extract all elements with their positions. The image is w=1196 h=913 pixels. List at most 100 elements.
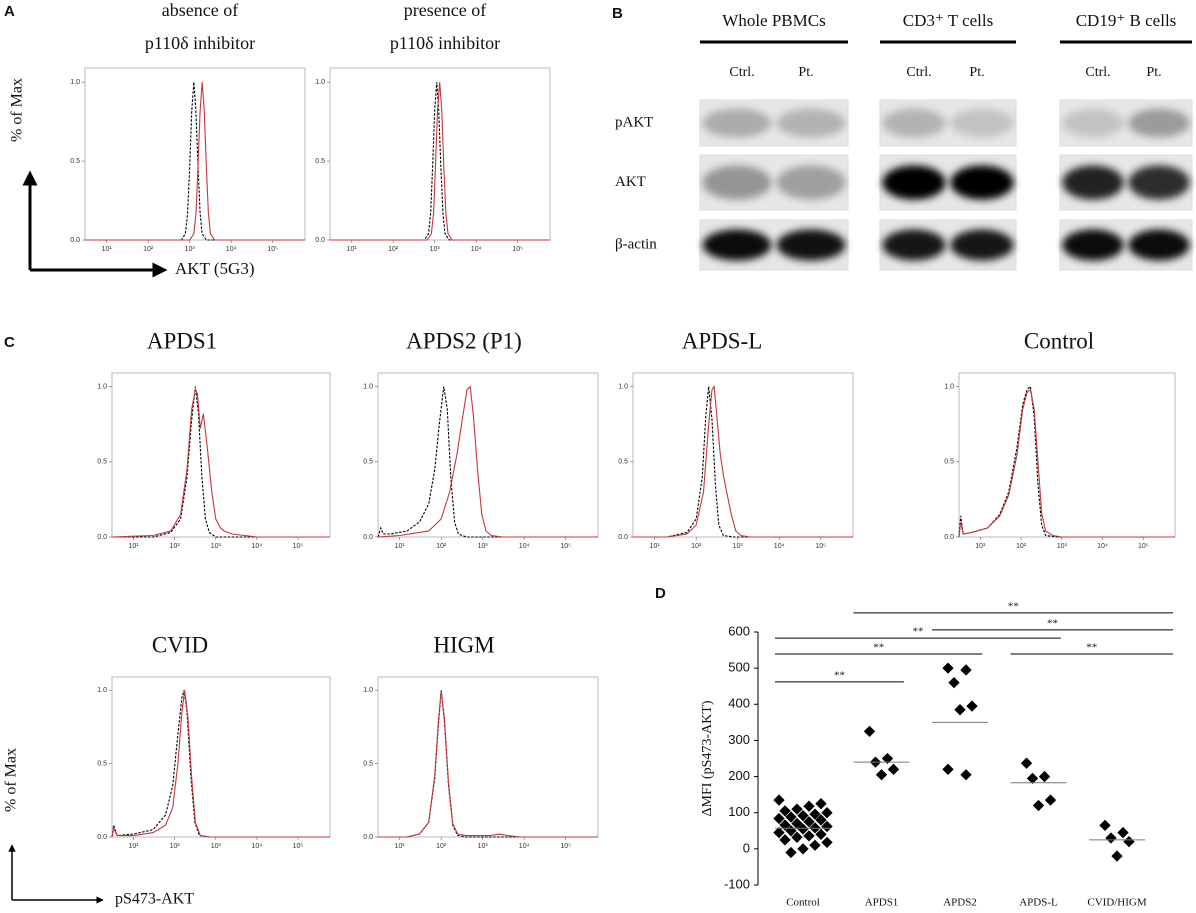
- data-point: [791, 803, 803, 815]
- histogram-line: [958, 385, 1175, 538]
- y-tick-label: 0.0: [70, 237, 80, 244]
- x-tick-label: 10⁵: [293, 843, 304, 850]
- data-point: [1038, 770, 1051, 783]
- y-tick-label: 1.0: [944, 383, 954, 390]
- y-tick-label: 1.0: [363, 687, 373, 694]
- data-point: [960, 664, 972, 676]
- y-tick-label: 0: [743, 840, 750, 855]
- lane-label: Ctrl.: [729, 65, 754, 80]
- lane-label: Ctrl.: [906, 65, 931, 80]
- blot-band: [702, 165, 772, 200]
- histogram-line: [85, 82, 305, 241]
- x-tick-label: 10¹: [347, 246, 358, 253]
- data-point: [773, 812, 785, 825]
- x-tick-label: 10³: [211, 843, 222, 850]
- histogram-line: [330, 82, 550, 241]
- histogram-line: [111, 387, 330, 538]
- y-tick-label: 0.5: [315, 158, 325, 165]
- data-point: [773, 794, 785, 806]
- data-point: [797, 823, 809, 835]
- significance-label: **: [1008, 600, 1019, 612]
- x-tick-label: 10⁵: [512, 246, 523, 253]
- chart-title: presence of: [404, 0, 486, 20]
- lane-label: Pt.: [1146, 65, 1161, 80]
- lane-label: Ctrl.: [1085, 65, 1110, 80]
- x-tick-label: 10¹: [395, 843, 406, 850]
- x-tick-label: 10²: [1016, 543, 1027, 550]
- plot-frame: [377, 372, 599, 538]
- y-tick-label: 0.0: [618, 534, 628, 541]
- x-tick-label: 10⁴: [226, 246, 237, 253]
- y-tick-label: 0.5: [97, 760, 107, 767]
- significance-label: **: [834, 669, 845, 681]
- x-tick-label: 10⁵: [267, 246, 278, 253]
- plot-frame: [958, 372, 1176, 538]
- x-tick-label: 10⁵: [1138, 543, 1149, 550]
- significance-label: **: [1086, 642, 1097, 654]
- blot-band: [1128, 108, 1190, 138]
- histogram-line: [111, 690, 330, 838]
- data-point: [1117, 826, 1129, 839]
- data-point: [875, 769, 888, 781]
- histogram-line: [958, 388, 1175, 538]
- blot-band: [1062, 108, 1124, 138]
- y-tick-label: 0.5: [97, 459, 107, 466]
- blot-band: [1128, 165, 1190, 200]
- blot-band: [776, 108, 846, 138]
- panel-label: B: [612, 5, 623, 22]
- significance-label: **: [1047, 617, 1058, 629]
- y-tick-label: 1.0: [97, 383, 107, 390]
- y-tick-label: 1.0: [618, 383, 628, 390]
- y-tick-label: 0.0: [97, 534, 107, 541]
- x-tick-label: 10⁴: [1097, 543, 1108, 550]
- axis-arrows-c: [8, 844, 104, 904]
- blot-band: [1062, 229, 1124, 261]
- x-tick-label: 10³: [430, 246, 441, 253]
- blot-band: [882, 229, 946, 261]
- histogram-line: [633, 385, 853, 538]
- blot-band: [1062, 165, 1124, 200]
- x-tick-label: 10⁴: [519, 843, 530, 850]
- chart-title: p110δ inhibitor: [145, 33, 255, 53]
- data-point: [779, 834, 791, 846]
- data-point: [779, 805, 791, 817]
- x-tick-label: Control: [786, 897, 820, 909]
- histogram-line: [633, 386, 853, 538]
- plot-frame: [84, 67, 306, 241]
- y-tick-label: 1.0: [315, 79, 325, 86]
- x-tick-label: 10³: [1057, 543, 1068, 550]
- y-axis-label: % of Max: [3, 748, 20, 812]
- x-tick-label: 10⁴: [251, 543, 262, 550]
- x-tick-label: 10²: [436, 543, 447, 550]
- data-point: [863, 725, 876, 738]
- blot-band: [950, 108, 1014, 138]
- x-axis-label: pS473-AKT: [115, 891, 194, 908]
- chart-title: absence of: [162, 0, 238, 20]
- y-tick-label: 0.0: [363, 834, 373, 841]
- data-point: [809, 839, 821, 851]
- y-tick-label: 400: [728, 696, 750, 711]
- plot-frame: [111, 372, 331, 538]
- data-point: [791, 831, 803, 843]
- data-point: [954, 704, 966, 716]
- group-title: Whole PBMCs: [722, 11, 825, 30]
- blot-band: [702, 229, 772, 261]
- y-tick-label: 0.5: [363, 760, 373, 767]
- group-title: CD3⁺ T cells: [903, 11, 994, 30]
- x-tick-label: APDS-L: [1019, 897, 1058, 909]
- x-tick-label: 10²: [170, 543, 181, 550]
- chart-title: APDS-L: [682, 328, 763, 353]
- histogram-line: [111, 690, 330, 838]
- data-point: [803, 816, 815, 828]
- data-point: [887, 763, 900, 775]
- significance-label: **: [873, 642, 884, 654]
- row-label: pAKT: [615, 114, 653, 130]
- y-tick-label: 0.5: [944, 459, 954, 466]
- x-tick-label: 10⁵: [560, 843, 571, 850]
- plot-frame: [377, 676, 599, 838]
- x-tick-label: 10¹: [128, 543, 139, 550]
- blot-band: [1128, 229, 1190, 261]
- data-point: [960, 769, 972, 781]
- x-tick-label: 10⁵: [560, 543, 571, 550]
- y-tick-label: 300: [728, 732, 750, 747]
